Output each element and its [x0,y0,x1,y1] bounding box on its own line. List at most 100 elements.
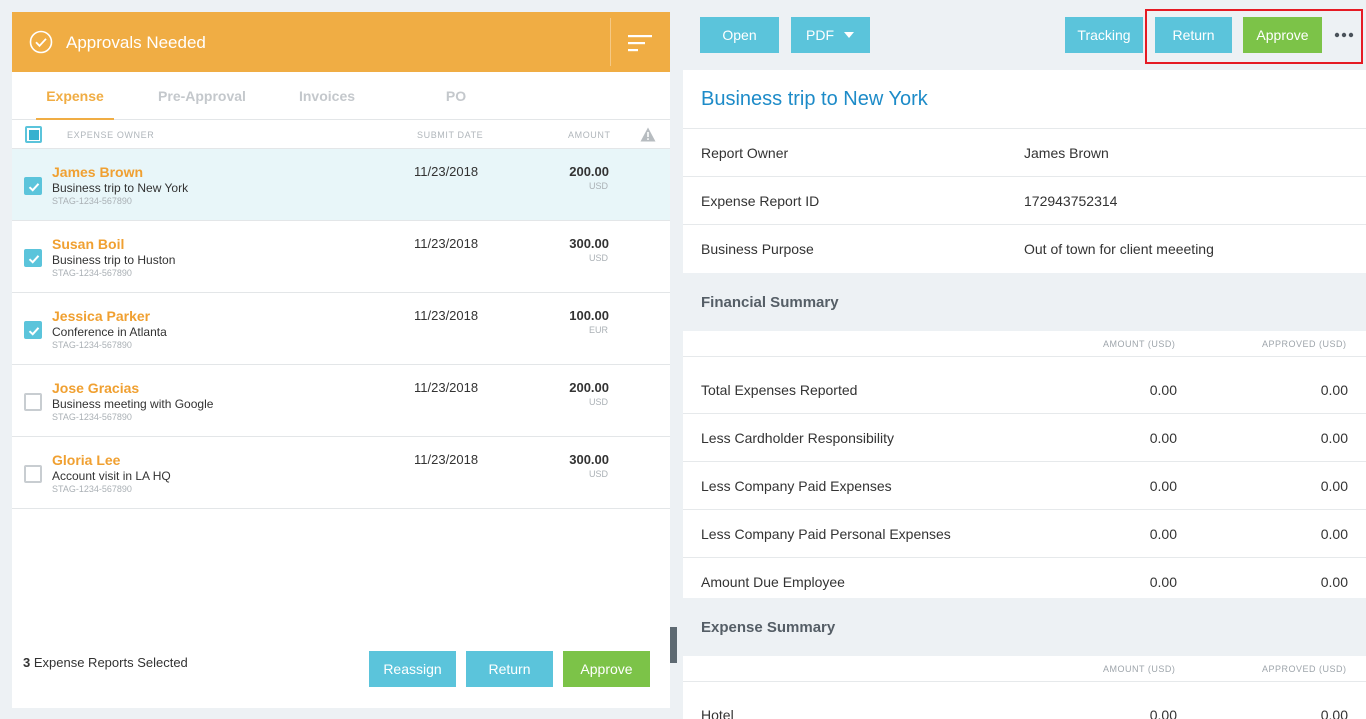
selection-summary: 3 Expense Reports Selected [23,655,188,670]
approve-button[interactable]: Approve [1243,17,1322,53]
summary-amount: 0.00 [1149,574,1177,590]
expense-owner: James Brown [52,164,144,180]
summary-amount: 0.00 [1149,526,1177,542]
expense-description: Business trip to Huston [52,253,176,267]
reassign-button[interactable]: Reassign [369,651,456,687]
expense-owner: Susan Boil [52,236,125,252]
sort-filter-icon[interactable] [628,34,652,52]
expense-amount: 100.00 [569,308,609,323]
submit-date: 11/23/2018 [414,164,479,179]
expense-amount: 300.00 [569,236,609,251]
expense-currency: EUR [588,325,608,335]
row-checkbox[interactable] [24,177,42,195]
expense-summary-section: Expense Summary [683,598,1366,656]
selected-count: 3 [23,655,31,670]
summary-approved: 0.00 [1320,430,1348,446]
expense-currency: USD [588,181,608,191]
expense-currency: USD [588,397,608,407]
summary-label: Total Expenses Reported [701,382,858,398]
summary-amount: 0.00 [1149,382,1177,398]
expense-owner: Jose Gracias [52,380,140,396]
panel-resize-handle[interactable] [670,627,677,663]
expense-code: STAG-1234-567890 [52,484,132,494]
summary-label: Less Company Paid Expenses [701,478,892,494]
approvals-panel: Approvals Needed Expense Pre-Approval In… [12,12,670,708]
submit-date: 11/23/2018 [414,452,479,467]
detail-label-id: Expense Report ID [701,193,820,209]
divider [683,413,1366,414]
financial-col-approved: APPROVED (USD) [1262,339,1347,349]
expense-code: STAG-1234-567890 [52,340,132,350]
expense-col-approved: APPROVED (USD) [1262,664,1347,674]
divider [683,176,1366,177]
header-divider [610,18,611,66]
summary-label: Less Cardholder Responsibility [701,430,894,446]
column-header-amount: AMOUNT [568,130,611,140]
divider [683,356,1366,357]
expense-currency: USD [588,469,608,479]
submit-date: 11/23/2018 [414,236,479,251]
open-button[interactable]: Open [700,17,779,53]
tab-invoices[interactable]: Invoices [298,88,356,104]
caret-down-icon [844,32,854,38]
summary-amount: 0.00 [1149,430,1177,446]
checkmark-icon [28,255,40,264]
row-checkbox[interactable] [24,321,42,339]
highlight-box [1145,9,1363,64]
summary-approved: 0.00 [1320,707,1348,719]
expense-code: STAG-1234-567890 [52,196,132,206]
tab-po[interactable]: PO [445,88,467,104]
detail-value-owner: James Brown [1024,145,1109,161]
expense-col-amount: AMOUNT (USD) [1103,664,1176,674]
tab-expense[interactable]: Expense [36,72,114,120]
bulk-return-button[interactable]: Return [466,651,553,687]
divider [683,557,1366,558]
report-title: Business trip to New York [701,88,928,110]
row-checkbox[interactable] [24,249,42,267]
row-checkbox[interactable] [24,393,42,411]
tab-pre-approval[interactable]: Pre-Approval [158,88,246,104]
expense-amount: 300.00 [569,452,609,467]
checkmark-icon [28,183,40,192]
list-item[interactable]: James Brown Business trip to New York STAG… [12,149,670,221]
panel-title: Approvals Needed [66,33,206,52]
tracking-button[interactable]: Tracking [1065,17,1143,53]
more-options-icon[interactable] [1334,32,1354,38]
expense-summary-heading: Expense Summary [701,619,836,636]
list-item[interactable]: Jessica Parker Conference in Atlanta STAG-… [12,293,670,365]
divider [683,509,1366,510]
summary-approved: 0.00 [1320,478,1348,494]
row-checkbox[interactable] [24,465,42,483]
table-header: EXPENSE OWNER SUBMIT DATE AMOUNT [12,120,670,149]
summary-amount: 0.00 [1149,478,1177,494]
list-item[interactable]: Jose Gracias Business meeting with Google… [12,365,670,437]
divider [683,224,1366,225]
submit-date: 11/23/2018 [414,380,479,395]
bulk-approve-button[interactable]: Approve [563,651,650,687]
select-all-checkbox[interactable] [25,126,42,143]
summary-approved: 0.00 [1320,526,1348,542]
expense-owner: Jessica Parker [52,308,151,324]
submit-date: 11/23/2018 [414,308,479,323]
expense-description: Business trip to New York [52,181,189,195]
pdf-label: PDF [806,27,834,43]
divider [683,681,1366,682]
checkmark-icon [28,327,40,336]
pdf-dropdown-button[interactable]: PDF [791,17,870,53]
expense-description: Conference in Atlanta [52,325,167,339]
panel-header: Approvals Needed [12,12,670,72]
return-button[interactable]: Return [1155,17,1232,53]
financial-col-amount: AMOUNT (USD) [1103,339,1176,349]
list-item[interactable]: Gloria Lee Account visit in LA HQ STAG-123… [12,437,670,509]
report-detail: Business trip to New York Report Owner J… [683,70,1366,719]
check-circle-icon [29,30,53,54]
summary-label: Less Company Paid Personal Expenses [701,526,951,542]
expense-currency: USD [588,253,608,263]
warning-icon [640,127,656,142]
expense-owner: Gloria Lee [52,452,121,468]
divider [683,461,1366,462]
list-item[interactable]: Susan Boil Business trip to Huston STAG-12… [12,221,670,293]
selected-label: Expense Reports Selected [33,655,188,670]
detail-value-purpose: Out of town for client meeeting [1024,241,1214,257]
detail-label-purpose: Business Purpose [701,241,814,257]
